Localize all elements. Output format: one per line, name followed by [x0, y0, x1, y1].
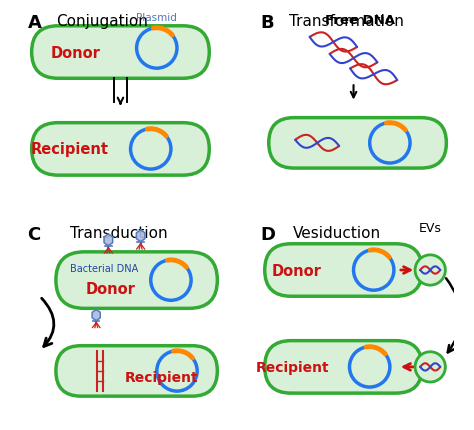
- Text: Recipient: Recipient: [31, 142, 109, 157]
- Text: C: C: [27, 225, 41, 243]
- Text: Transduction: Transduction: [70, 225, 168, 240]
- Text: Free DNA: Free DNA: [325, 14, 394, 27]
- FancyBboxPatch shape: [32, 27, 210, 79]
- Text: Vesiduction: Vesiduction: [293, 225, 381, 240]
- Polygon shape: [137, 230, 145, 242]
- Circle shape: [415, 255, 446, 286]
- Text: Donor: Donor: [272, 263, 322, 278]
- Polygon shape: [92, 310, 100, 321]
- Text: B: B: [261, 14, 274, 31]
- Text: Bacterial DNA: Bacterial DNA: [70, 263, 138, 273]
- FancyArrowPatch shape: [446, 279, 461, 353]
- FancyArrowPatch shape: [42, 298, 54, 347]
- FancyBboxPatch shape: [56, 252, 218, 309]
- FancyBboxPatch shape: [264, 244, 422, 297]
- Text: Donor: Donor: [51, 46, 101, 60]
- FancyBboxPatch shape: [264, 341, 422, 393]
- Text: Donor: Donor: [85, 281, 135, 296]
- Text: Recipient: Recipient: [256, 360, 330, 374]
- Circle shape: [415, 352, 446, 382]
- FancyBboxPatch shape: [269, 118, 447, 169]
- Text: Conjugation: Conjugation: [56, 14, 148, 29]
- Text: Plasmid: Plasmid: [137, 13, 177, 23]
- Text: Recipient: Recipient: [125, 370, 198, 384]
- Text: D: D: [261, 225, 276, 243]
- Text: Transformation: Transformation: [289, 14, 404, 29]
- Text: A: A: [27, 14, 42, 31]
- Text: EVs: EVs: [419, 221, 442, 234]
- FancyBboxPatch shape: [56, 346, 218, 396]
- FancyBboxPatch shape: [32, 123, 210, 176]
- Polygon shape: [104, 234, 113, 246]
